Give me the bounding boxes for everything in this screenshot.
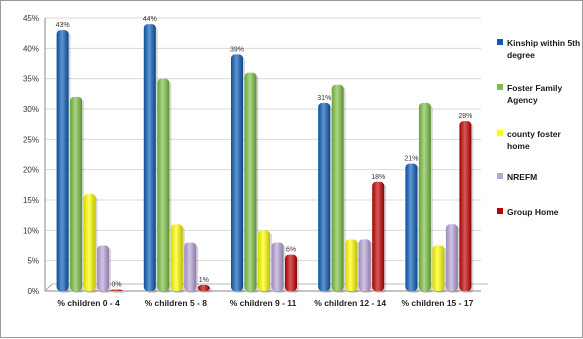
data-label: 0% [112, 282, 122, 289]
bar [459, 121, 474, 293]
y-tick-label: 35% [23, 75, 39, 84]
legend-swatch [497, 173, 503, 179]
data-label: 21% [404, 156, 418, 163]
data-label: 31% [317, 95, 331, 102]
legend-label: NREFM [507, 172, 538, 182]
y-tick-label: 10% [23, 226, 39, 235]
x-tick-label: % children 15 - 17 [401, 298, 473, 308]
bar [83, 193, 98, 293]
y-tick-label: 0% [27, 287, 39, 296]
legend-label: Kinship within 5th degree [507, 38, 581, 60]
bar [432, 245, 447, 293]
y-tick-label: 40% [23, 44, 39, 53]
data-label: 39% [230, 46, 244, 53]
x-tick-label: % children 0 - 4 [57, 298, 120, 308]
bar [358, 239, 373, 293]
bar [285, 254, 299, 293]
y-tick-label: 5% [27, 257, 39, 266]
bar [445, 224, 460, 293]
y-tick-label: 25% [23, 135, 39, 144]
legend-label: Group Home [507, 207, 559, 217]
bar [318, 102, 333, 293]
legend-label: Foster Family Agency [507, 83, 563, 105]
legend-swatch [497, 84, 503, 90]
bar [331, 84, 346, 293]
bar [110, 289, 125, 293]
bar [231, 54, 245, 294]
bar [244, 72, 259, 293]
legend-swatch [497, 130, 503, 136]
legend-swatch [497, 39, 503, 45]
bar [258, 230, 272, 293]
bar [97, 245, 112, 293]
bar [56, 30, 71, 293]
bar [271, 242, 286, 293]
x-tick-label: % children 12 - 14 [314, 298, 386, 308]
x-tick-label: % children 9 - 11 [230, 298, 297, 308]
legend-label: county foster home [507, 129, 561, 151]
bars [56, 24, 474, 294]
data-labels: 43% 0% 44% 1% 39% 6% 31% 18% 21% 28% [56, 16, 473, 288]
y-tick-label: 20% [23, 166, 39, 175]
bar [184, 242, 199, 293]
data-label: 28% [458, 113, 472, 120]
y-tick-label: 15% [23, 196, 39, 205]
bar [197, 284, 212, 293]
x-tick-label: % children 5 - 8 [145, 298, 208, 308]
data-label: 6% [286, 247, 296, 254]
bar [170, 224, 185, 293]
axes: 0% 5% 10% 15% 20% 25% 30% 35% 40% 45% % children 0… [23, 14, 488, 308]
bar [157, 78, 172, 294]
data-label: 44% [143, 16, 157, 23]
data-label: 18% [371, 174, 385, 181]
data-label: 1% [199, 277, 209, 284]
bar [418, 102, 433, 293]
bar [345, 239, 360, 293]
legend-swatch [497, 208, 503, 214]
y-tick-label: 45% [23, 14, 39, 23]
bar [372, 181, 387, 293]
gridlines [45, 17, 481, 292]
bar [70, 96, 85, 293]
y-tick-label: 30% [23, 105, 39, 114]
bar [143, 24, 158, 294]
bar [405, 163, 420, 293]
data-label: 43% [56, 22, 70, 29]
